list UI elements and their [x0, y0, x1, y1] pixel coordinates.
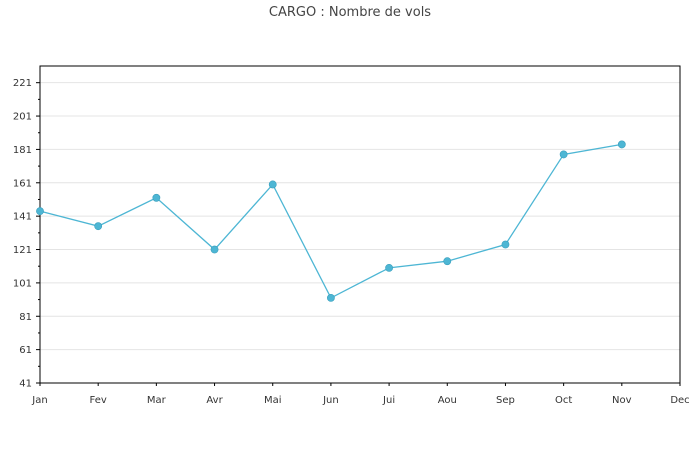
y-tick-label: 181	[13, 145, 32, 156]
y-tick-label: 201	[13, 112, 32, 123]
x-tick-label: Mai	[264, 395, 282, 406]
grid-lines	[40, 82, 680, 351]
y-tick-label: 81	[19, 312, 32, 323]
data-point	[559, 150, 568, 159]
y-tick-label: 161	[13, 178, 32, 189]
x-tick-label: Mar	[147, 395, 167, 406]
y-tick-label: 141	[13, 212, 32, 223]
chart-title: CARGO : Nombre de vols	[268, 5, 432, 20]
x-tick-label: Avr	[206, 395, 223, 406]
data-point	[94, 222, 103, 231]
x-tick-label: Oct	[555, 395, 572, 406]
y-tick-label: 121	[13, 245, 32, 256]
data-point	[617, 140, 626, 149]
x-tick-label: Aou	[438, 395, 457, 406]
data-point	[443, 257, 452, 266]
y-tick-label: 101	[13, 278, 32, 289]
y-tick-label: 41	[19, 379, 32, 390]
x-tick-label: Jun	[322, 395, 339, 406]
y-tick-label: 221	[13, 78, 32, 89]
data-point	[385, 263, 393, 272]
plot-area-frame	[39, 65, 681, 384]
data-point	[268, 180, 277, 189]
x-tick-label: Fev	[90, 395, 107, 406]
x-tick-label: Jui	[382, 395, 395, 406]
x-tick-label: Dec	[670, 395, 689, 406]
x-axis-ticks: Jan Fev Mar Avr Mai Jun Jui Aou Sep Oct Nov Dec	[31, 383, 690, 406]
series-layer	[36, 140, 626, 302]
y-axis-ticks: 41 61 81 101 121 141 161 181 201 221	[13, 78, 40, 390]
data-point	[501, 240, 510, 249]
x-tick-label: Jan	[31, 395, 47, 406]
data-point	[210, 245, 219, 254]
data-point	[152, 193, 161, 202]
data-point	[36, 207, 44, 216]
x-tick-label: Sep	[496, 395, 515, 406]
x-tick-label: Nov	[612, 395, 632, 406]
series-line	[39, 143, 622, 299]
y-tick-label: 61	[19, 345, 32, 356]
data-point	[327, 294, 335, 302]
